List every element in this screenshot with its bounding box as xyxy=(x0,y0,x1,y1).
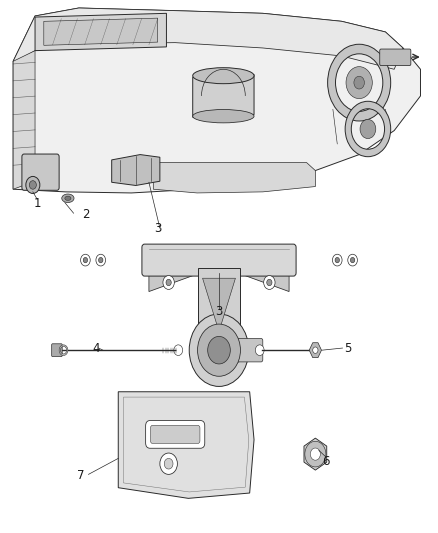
Circle shape xyxy=(264,276,275,289)
Polygon shape xyxy=(13,51,35,189)
FancyBboxPatch shape xyxy=(235,338,263,362)
Polygon shape xyxy=(112,155,160,185)
Circle shape xyxy=(350,257,355,263)
FancyBboxPatch shape xyxy=(142,244,296,276)
FancyBboxPatch shape xyxy=(380,49,411,66)
Circle shape xyxy=(99,257,103,263)
Circle shape xyxy=(346,67,372,99)
Polygon shape xyxy=(13,8,420,193)
Circle shape xyxy=(164,458,173,469)
Text: 4: 4 xyxy=(92,342,100,354)
Circle shape xyxy=(267,279,272,286)
Text: 3: 3 xyxy=(215,305,223,318)
Circle shape xyxy=(96,254,106,266)
Polygon shape xyxy=(193,75,254,117)
Circle shape xyxy=(189,314,249,386)
Polygon shape xyxy=(118,392,254,498)
Ellipse shape xyxy=(65,196,71,200)
Circle shape xyxy=(29,181,36,189)
Polygon shape xyxy=(13,8,403,69)
Circle shape xyxy=(313,347,318,353)
Circle shape xyxy=(160,453,177,474)
FancyBboxPatch shape xyxy=(151,425,200,443)
Bar xyxy=(198,268,240,334)
Circle shape xyxy=(26,176,40,193)
Ellipse shape xyxy=(193,109,254,123)
Polygon shape xyxy=(202,278,236,332)
Ellipse shape xyxy=(193,68,254,84)
Circle shape xyxy=(348,254,357,266)
Text: 2: 2 xyxy=(81,208,89,221)
Polygon shape xyxy=(35,13,166,51)
FancyBboxPatch shape xyxy=(145,421,205,448)
FancyBboxPatch shape xyxy=(52,344,62,357)
Polygon shape xyxy=(44,18,158,45)
Circle shape xyxy=(208,336,230,364)
Circle shape xyxy=(332,254,342,266)
Circle shape xyxy=(166,279,171,286)
Text: 5: 5 xyxy=(345,342,352,354)
Circle shape xyxy=(81,254,90,266)
FancyBboxPatch shape xyxy=(22,154,59,190)
Circle shape xyxy=(335,257,339,263)
Text: 6: 6 xyxy=(322,455,330,468)
Polygon shape xyxy=(153,163,315,193)
Text: 1: 1 xyxy=(33,197,41,210)
Circle shape xyxy=(174,345,183,356)
Circle shape xyxy=(305,441,326,467)
Circle shape xyxy=(354,76,364,89)
Circle shape xyxy=(311,448,320,460)
Polygon shape xyxy=(309,343,321,358)
Ellipse shape xyxy=(62,194,74,203)
Text: 7: 7 xyxy=(77,469,85,482)
Circle shape xyxy=(163,276,174,289)
Polygon shape xyxy=(237,273,289,292)
Circle shape xyxy=(83,257,88,263)
Circle shape xyxy=(360,119,376,139)
FancyBboxPatch shape xyxy=(212,338,240,362)
Polygon shape xyxy=(304,438,327,470)
Circle shape xyxy=(198,324,240,376)
Polygon shape xyxy=(149,273,201,292)
Circle shape xyxy=(255,345,264,356)
Text: 3: 3 xyxy=(154,222,161,235)
